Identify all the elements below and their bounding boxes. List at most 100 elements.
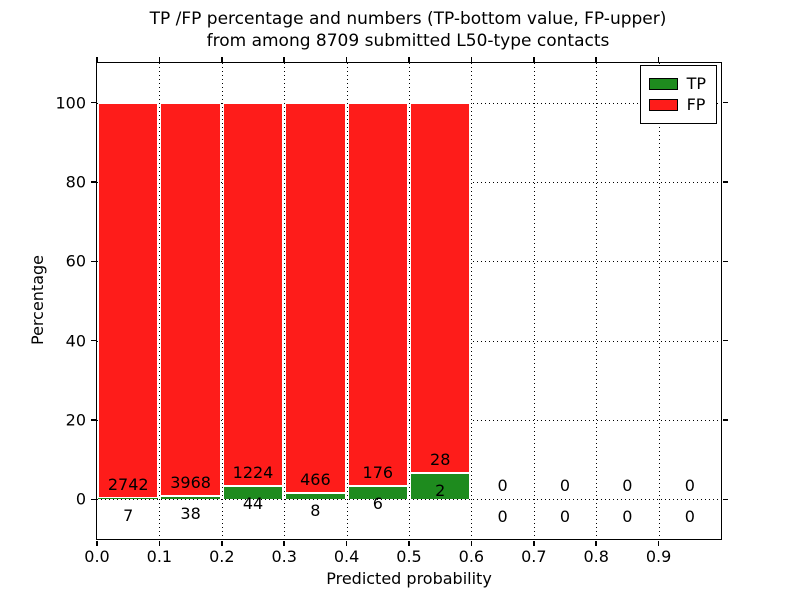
x-tick-top	[158, 56, 161, 62]
bar-fp-segment	[222, 102, 284, 486]
x-tick-label: 0.6	[458, 547, 485, 566]
x-tick-label: 0.4	[333, 547, 360, 566]
y-tick-right	[722, 260, 728, 263]
tp-count-label: 7	[123, 506, 134, 526]
bar-tp-segment	[347, 486, 408, 500]
fp-count-label: 0	[684, 476, 695, 496]
x-tick-top	[470, 56, 473, 62]
bar-fp-segment	[410, 102, 471, 473]
x-tick-bottom	[408, 540, 410, 546]
y-tick-label: 100	[55, 93, 86, 113]
y-tick-right	[722, 339, 728, 342]
tp-count-label: 0	[497, 507, 508, 527]
legend: TP FP	[639, 65, 717, 124]
x-tick-label: 0.5	[396, 547, 422, 566]
legend-item-fp: FP	[648, 95, 706, 114]
bar-tp-segment	[410, 472, 471, 500]
fp-count-label: 176	[362, 463, 394, 483]
fp-count-label: 0	[622, 476, 633, 496]
y-tick-right	[722, 181, 728, 183]
y-tick-left	[90, 101, 96, 104]
y-tick-label: 20	[65, 410, 86, 430]
x-tick-label: 0.1	[146, 547, 173, 566]
y-tick-left	[90, 498, 96, 501]
x-tick-label: 0.2	[209, 547, 235, 566]
x-tick-top	[533, 56, 535, 62]
fp-count-label: 0	[559, 476, 571, 496]
gridline-v	[596, 63, 598, 539]
x-tick-bottom	[158, 540, 161, 546]
y-tick-label: 0	[75, 489, 86, 509]
gridline-v	[471, 63, 473, 539]
fp-legend-label: FP	[686, 95, 706, 114]
x-tick-bottom	[595, 540, 597, 546]
gridline-v	[284, 63, 286, 539]
x-tick-bottom	[345, 540, 348, 546]
x-tick-bottom	[533, 540, 535, 546]
x-tick-top	[345, 56, 348, 62]
y-tick-right	[722, 419, 728, 421]
y-tick-left	[90, 260, 96, 263]
x-tick-top	[96, 56, 98, 62]
x-tick-label: 0.7	[521, 547, 547, 566]
x-tick-top	[595, 56, 597, 62]
tp-count-label: 6	[372, 494, 383, 514]
tp-count-label: 2	[435, 480, 446, 500]
gridline-v	[159, 63, 161, 539]
gridline-v	[221, 63, 223, 539]
chart-title-line2: from among 8709 submitted L50-type conta…	[206, 31, 610, 51]
gridline-h	[97, 499, 721, 501]
tp-count-label: 0	[622, 507, 633, 527]
y-tick-label: 40	[65, 331, 86, 351]
y-axis-label: Percentage	[28, 254, 47, 345]
fp-count-label: 466	[300, 469, 331, 489]
x-tick-bottom	[470, 540, 473, 546]
x-tick-bottom	[221, 540, 223, 546]
fp-count-label: 2742	[107, 475, 149, 495]
fp-count-label: 1224	[232, 462, 274, 482]
x-tick-top	[283, 56, 285, 62]
x-tick-label: 0.9	[645, 547, 672, 566]
tp-count-label: 0	[684, 507, 695, 527]
fp-count-label: 28	[430, 449, 451, 469]
bar-tp-segment	[160, 495, 221, 500]
x-axis-label: Predicted probability	[326, 569, 492, 588]
y-tick-right	[722, 498, 728, 501]
y-tick-left	[90, 181, 96, 183]
gridline-v	[533, 63, 535, 539]
fp-legend-swatch	[648, 99, 678, 111]
bar-tp-segment	[222, 485, 284, 500]
tp-count-label: 8	[310, 500, 321, 520]
chart-title: TP /FP percentage and numbers (TP-bottom…	[96, 8, 720, 52]
bar-fp-segment	[98, 102, 159, 499]
y-tick-label: 80	[65, 172, 86, 192]
y-tick-right	[722, 101, 728, 104]
x-tick-top	[221, 56, 223, 62]
bar-tp-segment	[98, 498, 159, 500]
tp-count-label: 38	[180, 503, 201, 523]
gridline-v	[346, 63, 348, 539]
gridline-v	[409, 63, 410, 539]
y-tick-left	[90, 339, 96, 342]
fp-count-label: 0	[497, 476, 508, 496]
bar-fp-segment	[285, 102, 346, 493]
y-tick-label: 60	[65, 251, 86, 271]
x-tick-label: 0.0	[84, 547, 110, 566]
plot-area: TP FP Predicted probability 2742 7 3968 38 1…	[55, 56, 728, 588]
tp-legend-swatch	[648, 78, 678, 90]
x-tick-bottom	[657, 540, 660, 546]
tp-count-label: 44	[242, 493, 264, 513]
y-tick-left	[90, 419, 96, 421]
chart-title-line1: TP /FP percentage and numbers (TP-bottom…	[149, 9, 667, 29]
x-tick-top	[408, 56, 410, 62]
bar-fp-segment	[347, 102, 408, 487]
bar-fp-segment	[160, 102, 221, 496]
gridline-v	[658, 63, 660, 539]
x-tick-bottom	[96, 540, 98, 546]
bar-tp-segment	[285, 492, 346, 500]
fp-count-label: 3968	[170, 472, 211, 492]
x-tick-top	[657, 56, 660, 62]
tp-count-label: 0	[559, 507, 571, 527]
x-tick-label: 0.3	[271, 547, 297, 566]
